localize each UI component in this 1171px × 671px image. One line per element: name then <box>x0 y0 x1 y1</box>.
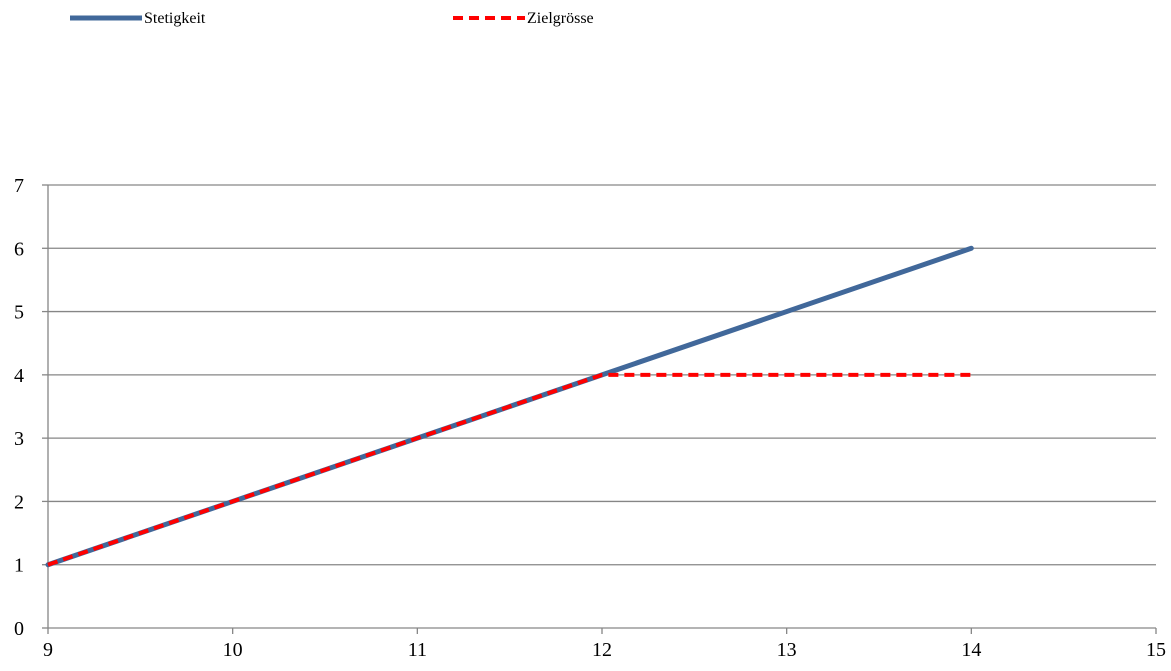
y-tick-label: 4 <box>14 365 24 387</box>
series-lines <box>45 245 974 568</box>
y-tick-label: 2 <box>14 491 24 513</box>
x-tick-label: 11 <box>408 639 427 661</box>
x-tick-label: 9 <box>43 639 53 661</box>
legend-label-1: Stetigkeit <box>144 10 206 27</box>
series-line-2 <box>47 372 972 567</box>
y-tick-label: 1 <box>14 555 24 577</box>
x-tick-labels: 9 10 11 12 13 14 15 <box>43 639 1166 661</box>
y-tick-label: 6 <box>14 238 24 260</box>
x-tick-label: 13 <box>777 639 797 661</box>
x-tick-label: 14 <box>961 639 981 661</box>
y-tick-label: 3 <box>14 428 24 450</box>
y-tick-labels: 0 1 2 3 4 5 6 7 <box>14 175 24 640</box>
x-tick-label: 15 <box>1146 639 1166 661</box>
x-tick-label: 10 <box>223 639 243 661</box>
legend-label-2: Zielgrösse <box>527 10 594 27</box>
x-tick-label: 12 <box>592 639 612 661</box>
y-tick-label: 7 <box>14 175 24 197</box>
y-tick-label: 0 <box>14 618 24 640</box>
axes <box>42 184 1157 634</box>
legend: Stetigkeit Zielgrösse <box>70 10 594 27</box>
y-tick-label: 5 <box>14 302 24 324</box>
